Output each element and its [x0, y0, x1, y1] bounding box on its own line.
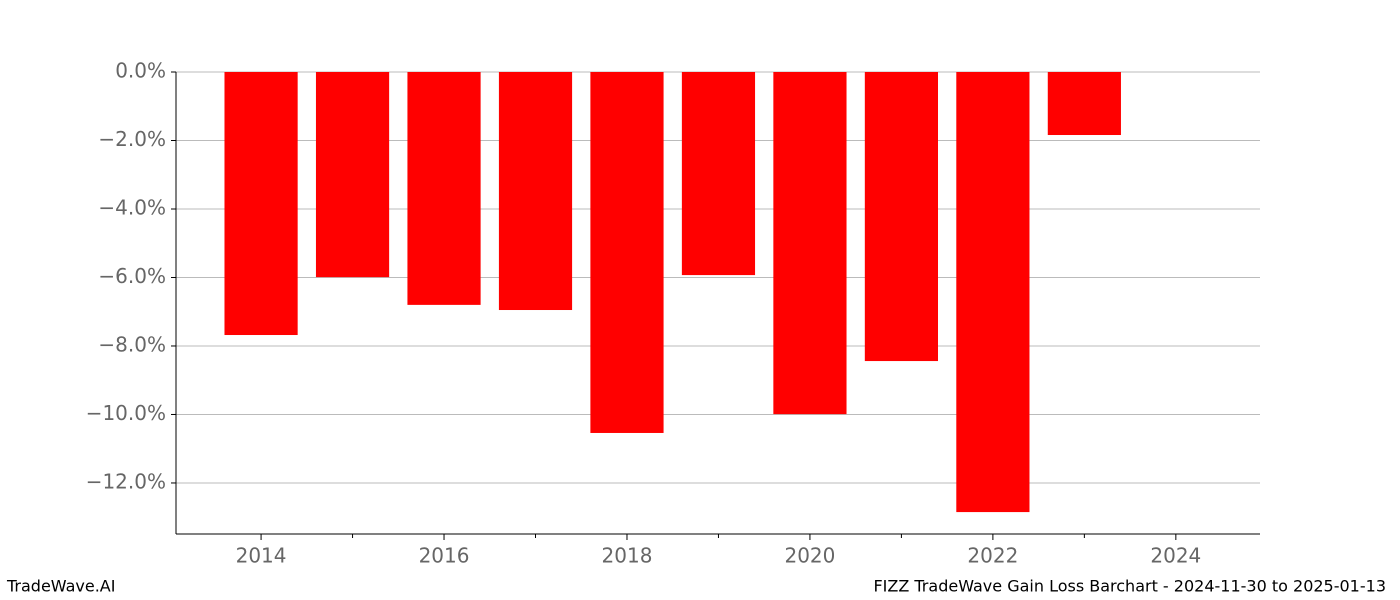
- x-tick-label: 2024: [1150, 544, 1201, 568]
- watermark: TradeWave.AI: [6, 577, 115, 596]
- bar: [681, 72, 756, 276]
- x-tick-label: 2018: [602, 544, 653, 568]
- y-tick-label: 0.0%: [115, 59, 166, 83]
- bar: [315, 72, 390, 278]
- y-tick-label: −10.0%: [86, 401, 166, 425]
- x-tick-label: 2016: [419, 544, 470, 568]
- bar: [498, 72, 573, 311]
- y-tick-label: −4.0%: [98, 195, 166, 219]
- bar: [1047, 72, 1121, 136]
- x-tick-label: 2014: [236, 544, 287, 568]
- x-tick-label: 2022: [967, 544, 1018, 568]
- y-tick-label: −2.0%: [98, 127, 166, 151]
- bar: [773, 72, 847, 415]
- y-tick-label: −8.0%: [98, 332, 166, 356]
- y-tick-label: −6.0%: [98, 264, 166, 288]
- bar: [224, 72, 298, 336]
- caption: FIZZ TradeWave Gain Loss Barchart - 2024…: [873, 577, 1386, 596]
- y-tick-label: −12.0%: [86, 469, 166, 493]
- bar: [590, 72, 664, 433]
- bar: [407, 72, 481, 305]
- bar: [864, 72, 939, 362]
- bar: [956, 72, 1030, 513]
- x-tick-label: 2020: [784, 544, 835, 568]
